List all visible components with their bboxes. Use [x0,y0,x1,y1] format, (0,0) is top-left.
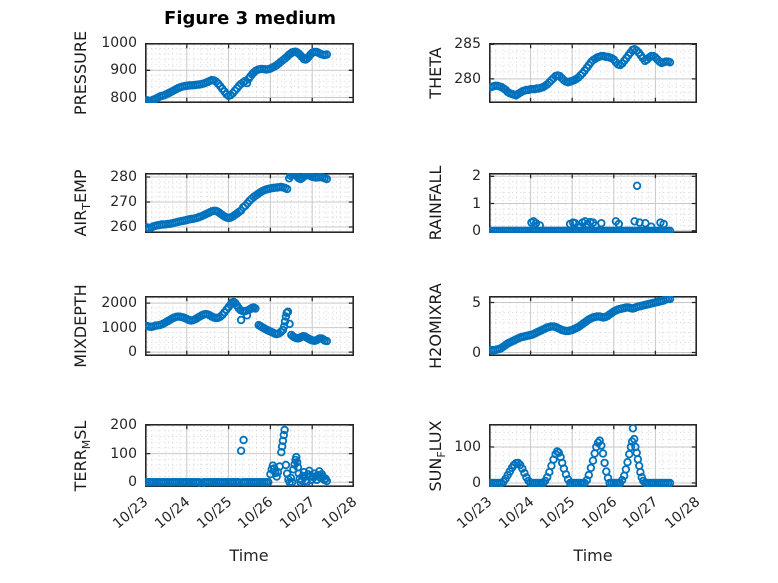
y-axis-label-sun_flux: SUNFLUX [426,420,449,491]
y-tick-label-h2omixra: 5 [472,294,481,311]
y-tick-label-mixdepth: 1000 [101,319,137,336]
y-tick-label-rainfall: 0 [472,222,481,239]
x-axis-label-left: Time [229,546,269,565]
y-tick-label-air_temp: 280 [110,169,137,185]
scatter-series-h2omixra [489,296,675,355]
x-axis-label-right: Time [573,546,613,565]
y-tick-label-pressure: 900 [110,62,137,79]
y-tick-label-air_temp: 260 [110,219,137,235]
y-tick-label-sun_flux: 0 [472,475,481,492]
y-tick-label-h2omixra: 0 [472,344,481,361]
plot-area-h2omixra [489,296,697,356]
scatter-series-terr_msl [145,425,331,487]
y-tick-label-sun_flux: 100 [454,439,481,456]
y-axis-label-terr_msl: TERRMSL [71,420,94,491]
scatter-series-air_temp [145,173,331,233]
figure-title: Figure 3 medium [164,8,336,29]
plot-area-air_temp [145,173,354,233]
y-tick-label-terr_msl: 200 [110,417,137,434]
y-tick-label-pressure: 800 [110,89,137,106]
y-tick-label-rainfall: 2 [472,168,481,185]
plot-area-sun_flux [489,424,697,487]
scatter-series-mixdepth [145,297,331,346]
plot-area-rainfall [489,173,697,233]
scatter-series-sun_flux [489,424,675,487]
y-tick-label-theta: 285 [454,36,481,53]
y-tick-label-theta: 280 [454,70,481,87]
plot-area-theta [489,43,697,103]
plot-area-mixdepth [145,296,354,356]
plot-area-terr_msl [145,424,354,487]
scatter-series-pressure [145,47,331,103]
y-tick-label-pressure: 1000 [101,35,137,51]
y-tick-label-mixdepth: 0 [128,344,137,361]
y-tick-label-terr_msl: 100 [110,445,137,462]
y-tick-label-air_temp: 270 [110,194,137,210]
scatter-series-rainfall [489,181,675,233]
y-tick-label-mixdepth: 2000 [101,295,137,312]
y-tick-label-rainfall: 1 [472,195,481,212]
plot-area-pressure [145,43,354,103]
scatter-series-theta [489,44,675,100]
y-tick-label-terr_msl: 0 [128,474,137,491]
